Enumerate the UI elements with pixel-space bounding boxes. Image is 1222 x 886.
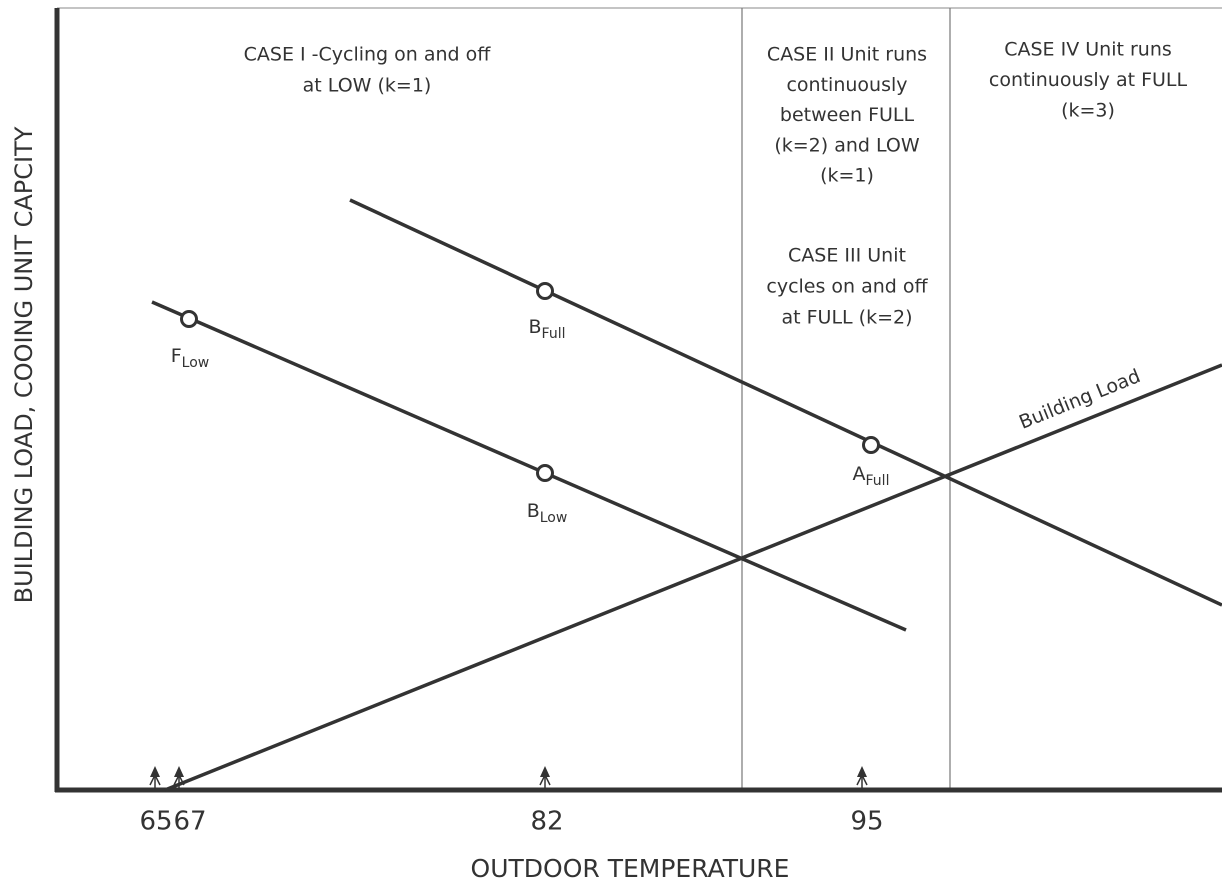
region-text: CASE II Unit runs	[767, 44, 927, 66]
point-label-main: A	[853, 463, 866, 485]
region-text: (k=2) and LOW	[774, 134, 920, 156]
region-text: between FULL	[780, 104, 915, 126]
region-text: continuously at FULL	[989, 69, 1188, 91]
tick-arrows	[149, 766, 868, 790]
tick-arrow-head	[174, 766, 184, 777]
region-text: at LOW (k=1)	[303, 75, 432, 97]
point-label-main: F	[171, 345, 182, 367]
point-label-sub: Full	[542, 326, 566, 342]
point-label: AFull	[853, 463, 890, 489]
region-text: at FULL (k=2)	[781, 307, 912, 329]
point-label-main: B	[529, 316, 542, 338]
point-label-main: B	[527, 500, 540, 522]
x-tick-label: 82	[530, 807, 563, 837]
region-text: continuously	[786, 74, 907, 96]
point-label: BLow	[527, 500, 568, 526]
tick-arrow-head	[856, 773, 868, 786]
point-label-sub: Low	[182, 355, 210, 371]
point-label-sub: Low	[540, 510, 568, 526]
point-label-sub: Full	[866, 473, 890, 489]
tick-arrow-head	[150, 766, 160, 777]
full-capacity-line	[349, 198, 1222, 607]
x-tick-label: 67	[173, 807, 206, 837]
point-label: FLow	[171, 345, 210, 371]
x-axis-label: OUTDOOR TEMPERATURE	[471, 854, 790, 883]
tick-arrow-head	[149, 773, 161, 786]
region-text: CASE I -Cycling on and off	[244, 44, 492, 66]
x-tick-label: 65	[139, 807, 172, 837]
y-axis-label: BUILDING LOAD, COOING UNIT CAPCITY	[10, 126, 38, 603]
point	[862, 436, 880, 454]
tick-arrow-head	[540, 766, 550, 777]
x-tick-label: 95	[850, 807, 883, 837]
point-label: BFull	[529, 316, 566, 342]
point	[536, 282, 554, 300]
low-capacity-line	[151, 300, 907, 632]
tick-arrow-head	[173, 773, 185, 786]
region-text: CASE III Unit	[788, 245, 906, 267]
region-text: cycles on and off	[766, 276, 928, 298]
point	[536, 464, 554, 482]
tick-arrow-head	[539, 773, 551, 786]
region-text: CASE IV Unit runs	[1004, 39, 1172, 61]
building-load-line	[164, 363, 1222, 792]
tick-arrow-head	[857, 766, 867, 777]
region-text: (k=1)	[820, 165, 874, 187]
region-text: (k=3)	[1061, 100, 1115, 122]
point	[180, 310, 198, 328]
